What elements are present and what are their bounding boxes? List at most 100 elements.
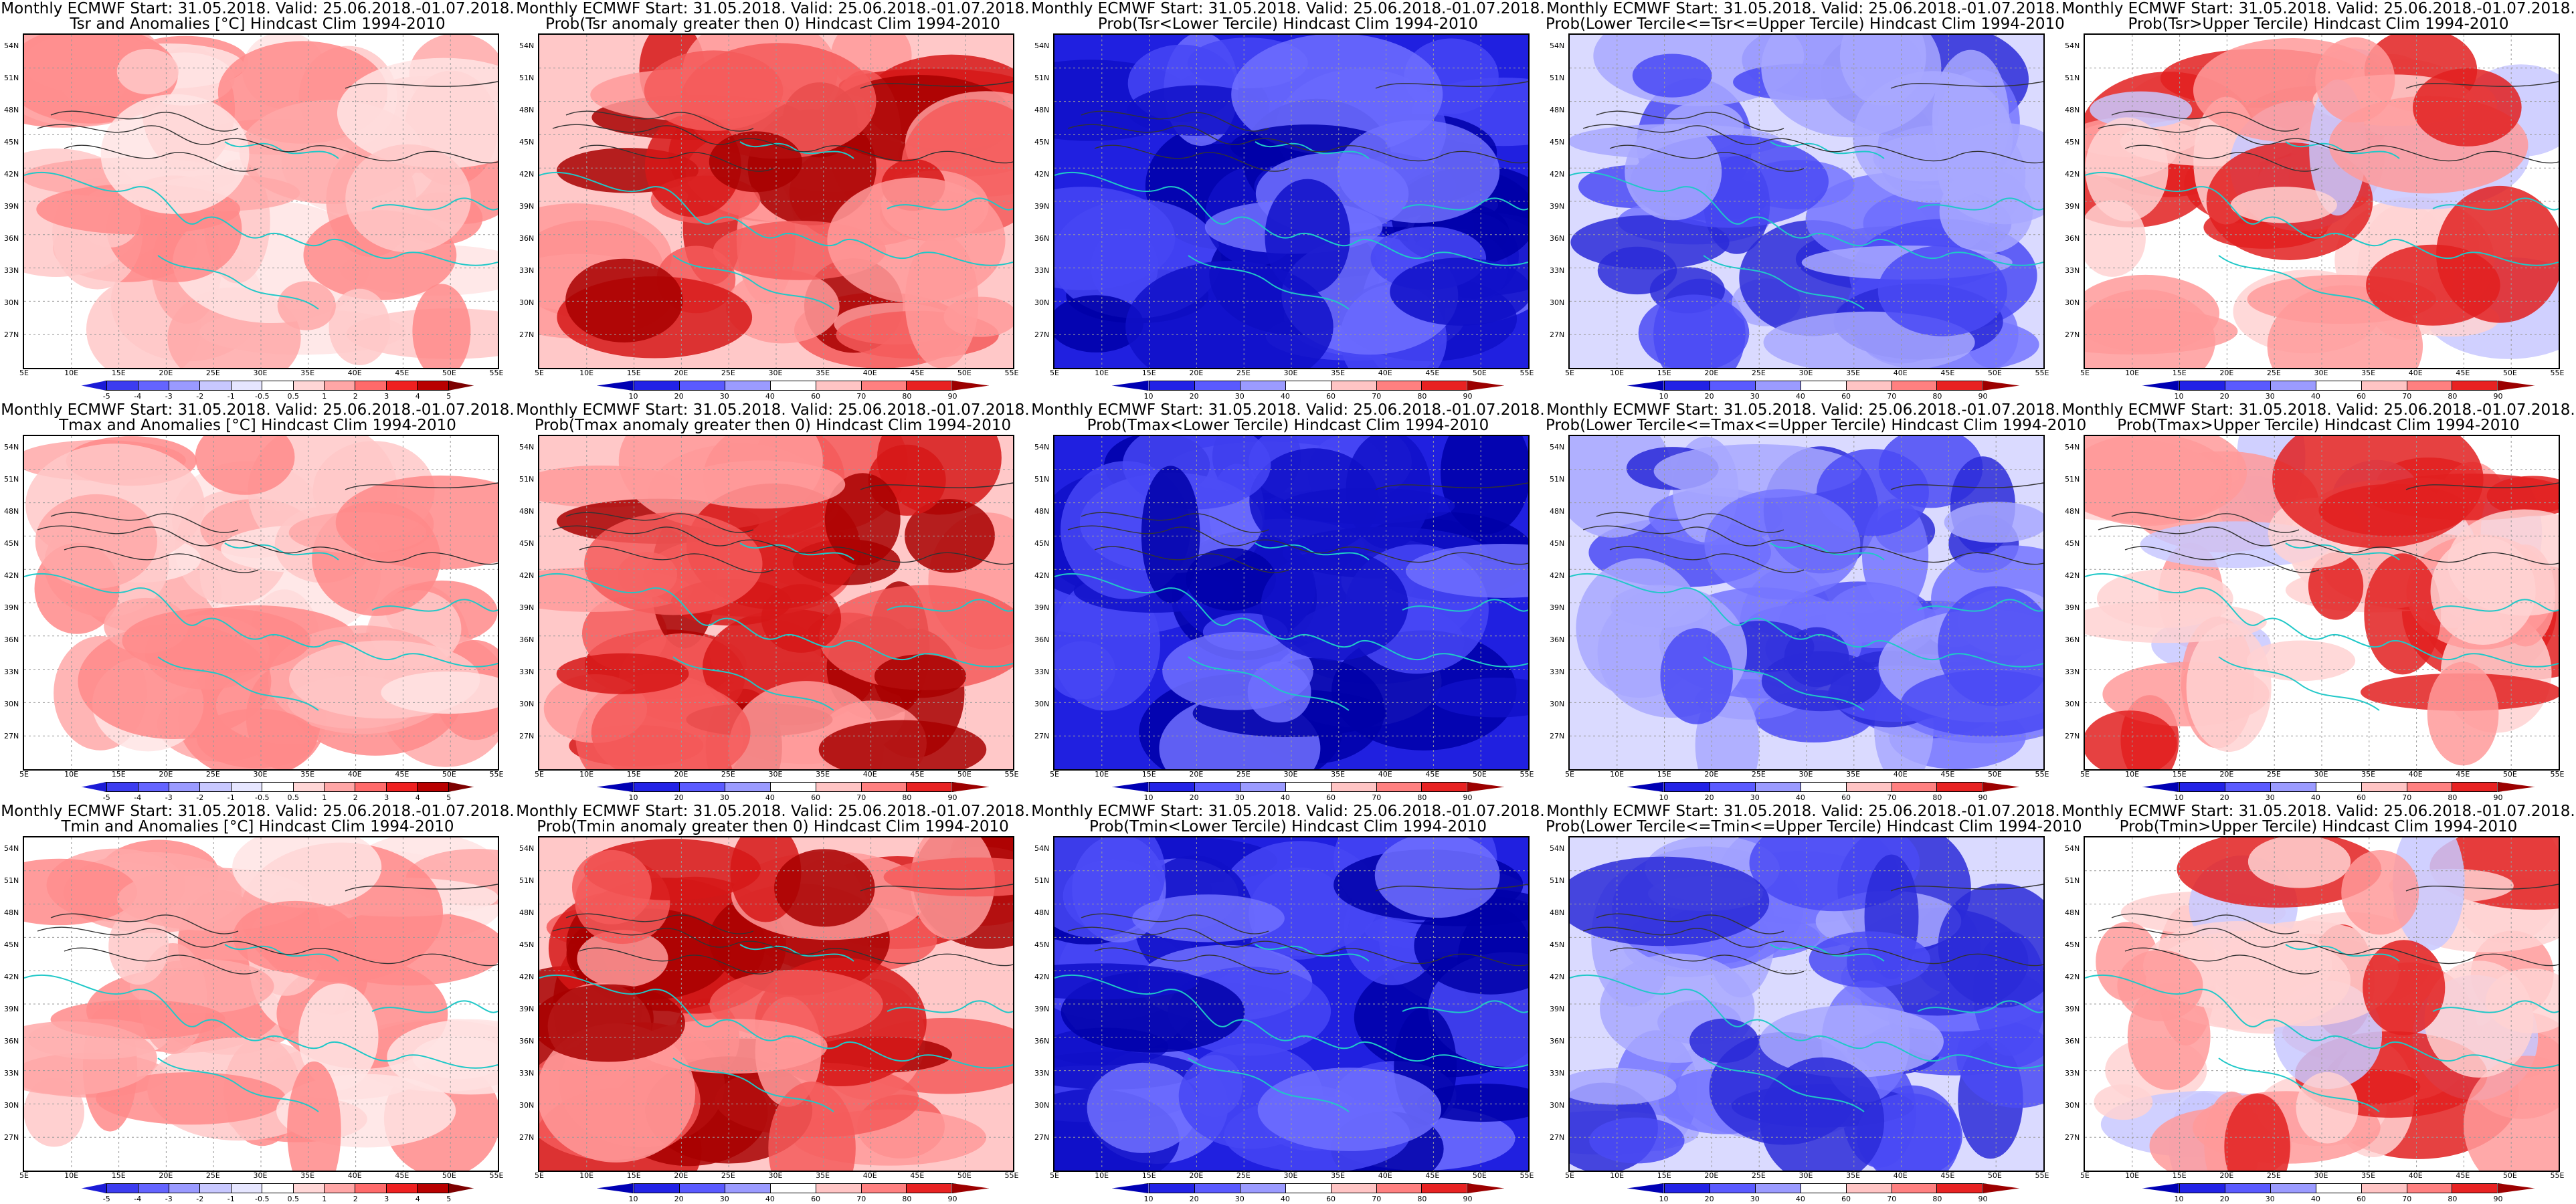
map-panel: Monthly ECMWF Start: 31.05.2018. Valid: …: [2061, 803, 2576, 1204]
colorbar-tick-label: 80: [2448, 392, 2458, 401]
colorbar-segment: [2224, 381, 2270, 391]
shaded-region: [329, 288, 391, 366]
longitude-tick-label: 20E: [674, 369, 688, 377]
colorbar-tick-label: 10: [2174, 1195, 2184, 1203]
colorbar-tick-label: 80: [902, 1195, 912, 1203]
longitude-tick-label: 50E: [1472, 770, 1487, 779]
contour-lines: [2098, 81, 2559, 172]
colorbar-segment: [678, 381, 725, 391]
colorbar-tick-label: 40: [1280, 1195, 1290, 1203]
shaded-region: [1653, 443, 1861, 498]
shaded-region: [1087, 1062, 1198, 1153]
longitude-tick-label: 45E: [2456, 369, 2470, 377]
panel-title-line2: Tsr and Anomalies [°C] Hindcast Clim 199…: [70, 15, 446, 33]
colorbar-segment: [1239, 1183, 1285, 1193]
latitude-tick-label: 39N: [4, 202, 19, 211]
longitude-tick-label: 30E: [2314, 369, 2328, 377]
colorbar-segment: [1194, 1183, 1240, 1193]
latitude-tick-label: 39N: [1550, 603, 1565, 612]
colorbar-tick-label: 60: [1841, 793, 1851, 802]
colorbar-tick-label: 30: [1234, 1195, 1245, 1203]
longitude-tick-label: 45E: [910, 369, 925, 377]
latitude-tick-label: 51N: [2065, 74, 2080, 82]
longitude-tick-label: 25E: [1236, 369, 1251, 377]
latitude-tick-label: 36N: [4, 234, 19, 243]
colorbar-tick-label: 2: [353, 793, 358, 802]
latitude-tick-label: 54N: [519, 844, 535, 853]
contour-lines: [2098, 482, 2559, 573]
latitude-tick-label: 48N: [1550, 507, 1565, 516]
longitude-tick-label: 5E: [535, 770, 544, 779]
colorbar-segment: [597, 782, 634, 792]
longitude-tick-label: 10E: [64, 770, 79, 779]
colorbar-segment: [199, 1183, 231, 1193]
latitude-tick-label: 39N: [4, 603, 19, 612]
longitude-tick-label: 25E: [205, 1171, 220, 1180]
latitude-tick-label: 33N: [1034, 1069, 1050, 1078]
colorbar-tick-label: 10: [1143, 793, 1154, 802]
colorbar-tick-label: 10: [2174, 793, 2184, 802]
shaded-region: [287, 1061, 341, 1171]
longitude-tick-label: 5E: [19, 1171, 29, 1180]
longitude-tick-label: 5E: [1565, 369, 1574, 377]
map-canvas: [539, 837, 1013, 1171]
latitude-tick-label: 27N: [519, 330, 535, 339]
latitude-tick-label: 33N: [1550, 668, 1565, 676]
longitude-tick-label: 40E: [347, 770, 362, 779]
map-canvas: [539, 436, 1013, 769]
longitude-tick-label: 25E: [721, 770, 735, 779]
longitude-tick-label: 20E: [1704, 770, 1719, 779]
latitude-tick-label: 48N: [1034, 507, 1050, 516]
colorbar-segment: [385, 381, 418, 391]
colorbar-segment: [230, 1183, 262, 1193]
latitude-tick-label: 39N: [1034, 603, 1050, 612]
latitude-tick-label: 36N: [2065, 234, 2080, 243]
colorbar-tick-label: 30: [1750, 793, 1760, 802]
colorbar: [2142, 1183, 2535, 1193]
shaded-region: [1638, 294, 1750, 368]
colorbar-tick-label: 60: [2357, 392, 2367, 401]
forecast-map: [23, 435, 499, 771]
latitude-tick-label: 33N: [1034, 668, 1050, 676]
longitude-tick-label: 10E: [1095, 770, 1109, 779]
shaded-region: [2413, 68, 2522, 146]
colorbar-tick-label: -3: [165, 793, 173, 802]
map-canvas: [2085, 837, 2559, 1171]
latitude-tick-label: 33N: [4, 266, 19, 275]
shaded-region: [1689, 1018, 1758, 1063]
shaded-region: [1141, 466, 1200, 603]
forecast-map: [23, 836, 499, 1172]
colorbar-tick-label: 20: [1189, 392, 1199, 401]
latitude-tick-label: 30N: [1550, 700, 1565, 708]
latitude-tick-label: 33N: [4, 668, 19, 676]
longitude-tick-label: 55E: [1004, 1171, 1019, 1180]
shaded-region: [577, 930, 668, 988]
shaded-region: [412, 284, 471, 368]
latitude-tick-label: 51N: [2065, 475, 2080, 484]
colorbar-tick-label: 20: [674, 392, 684, 401]
shaded-region: [709, 131, 802, 193]
forecast-map: [1568, 435, 2045, 771]
colorbar-tick-label: 1: [322, 392, 327, 401]
map-panel: Monthly ECMWF Start: 31.05.2018. Valid: …: [515, 803, 1030, 1204]
latitude-tick-label: 51N: [1034, 475, 1050, 484]
colorbar-segment: [199, 782, 231, 792]
longitude-tick-label: 45E: [2456, 770, 2470, 779]
colorbar-tick-label: 90: [1463, 1195, 1473, 1203]
coastline: [24, 141, 498, 310]
longitude-tick-label: 20E: [159, 1171, 173, 1180]
shaded-region: [2085, 710, 2177, 769]
longitude-tick-label: 40E: [862, 1171, 877, 1180]
longitude-tick-label: 50E: [957, 369, 972, 377]
longitude-tick-label: 25E: [205, 369, 220, 377]
forecast-map: [2084, 435, 2560, 771]
colorbar-tick-label: 60: [1841, 1195, 1851, 1203]
latitude-tick-label: 30N: [2065, 700, 2080, 708]
colorbar-tick-label: 80: [1932, 793, 1942, 802]
longitude-tick-label: 55E: [2035, 369, 2049, 377]
latitude-tick-label: 30N: [4, 1101, 19, 1110]
colorbar-tick-label: 40: [1795, 1195, 1805, 1203]
coastline: [1570, 944, 2043, 1112]
colorbar-segment: [106, 1183, 138, 1193]
colorbar-segment: [1330, 782, 1376, 792]
